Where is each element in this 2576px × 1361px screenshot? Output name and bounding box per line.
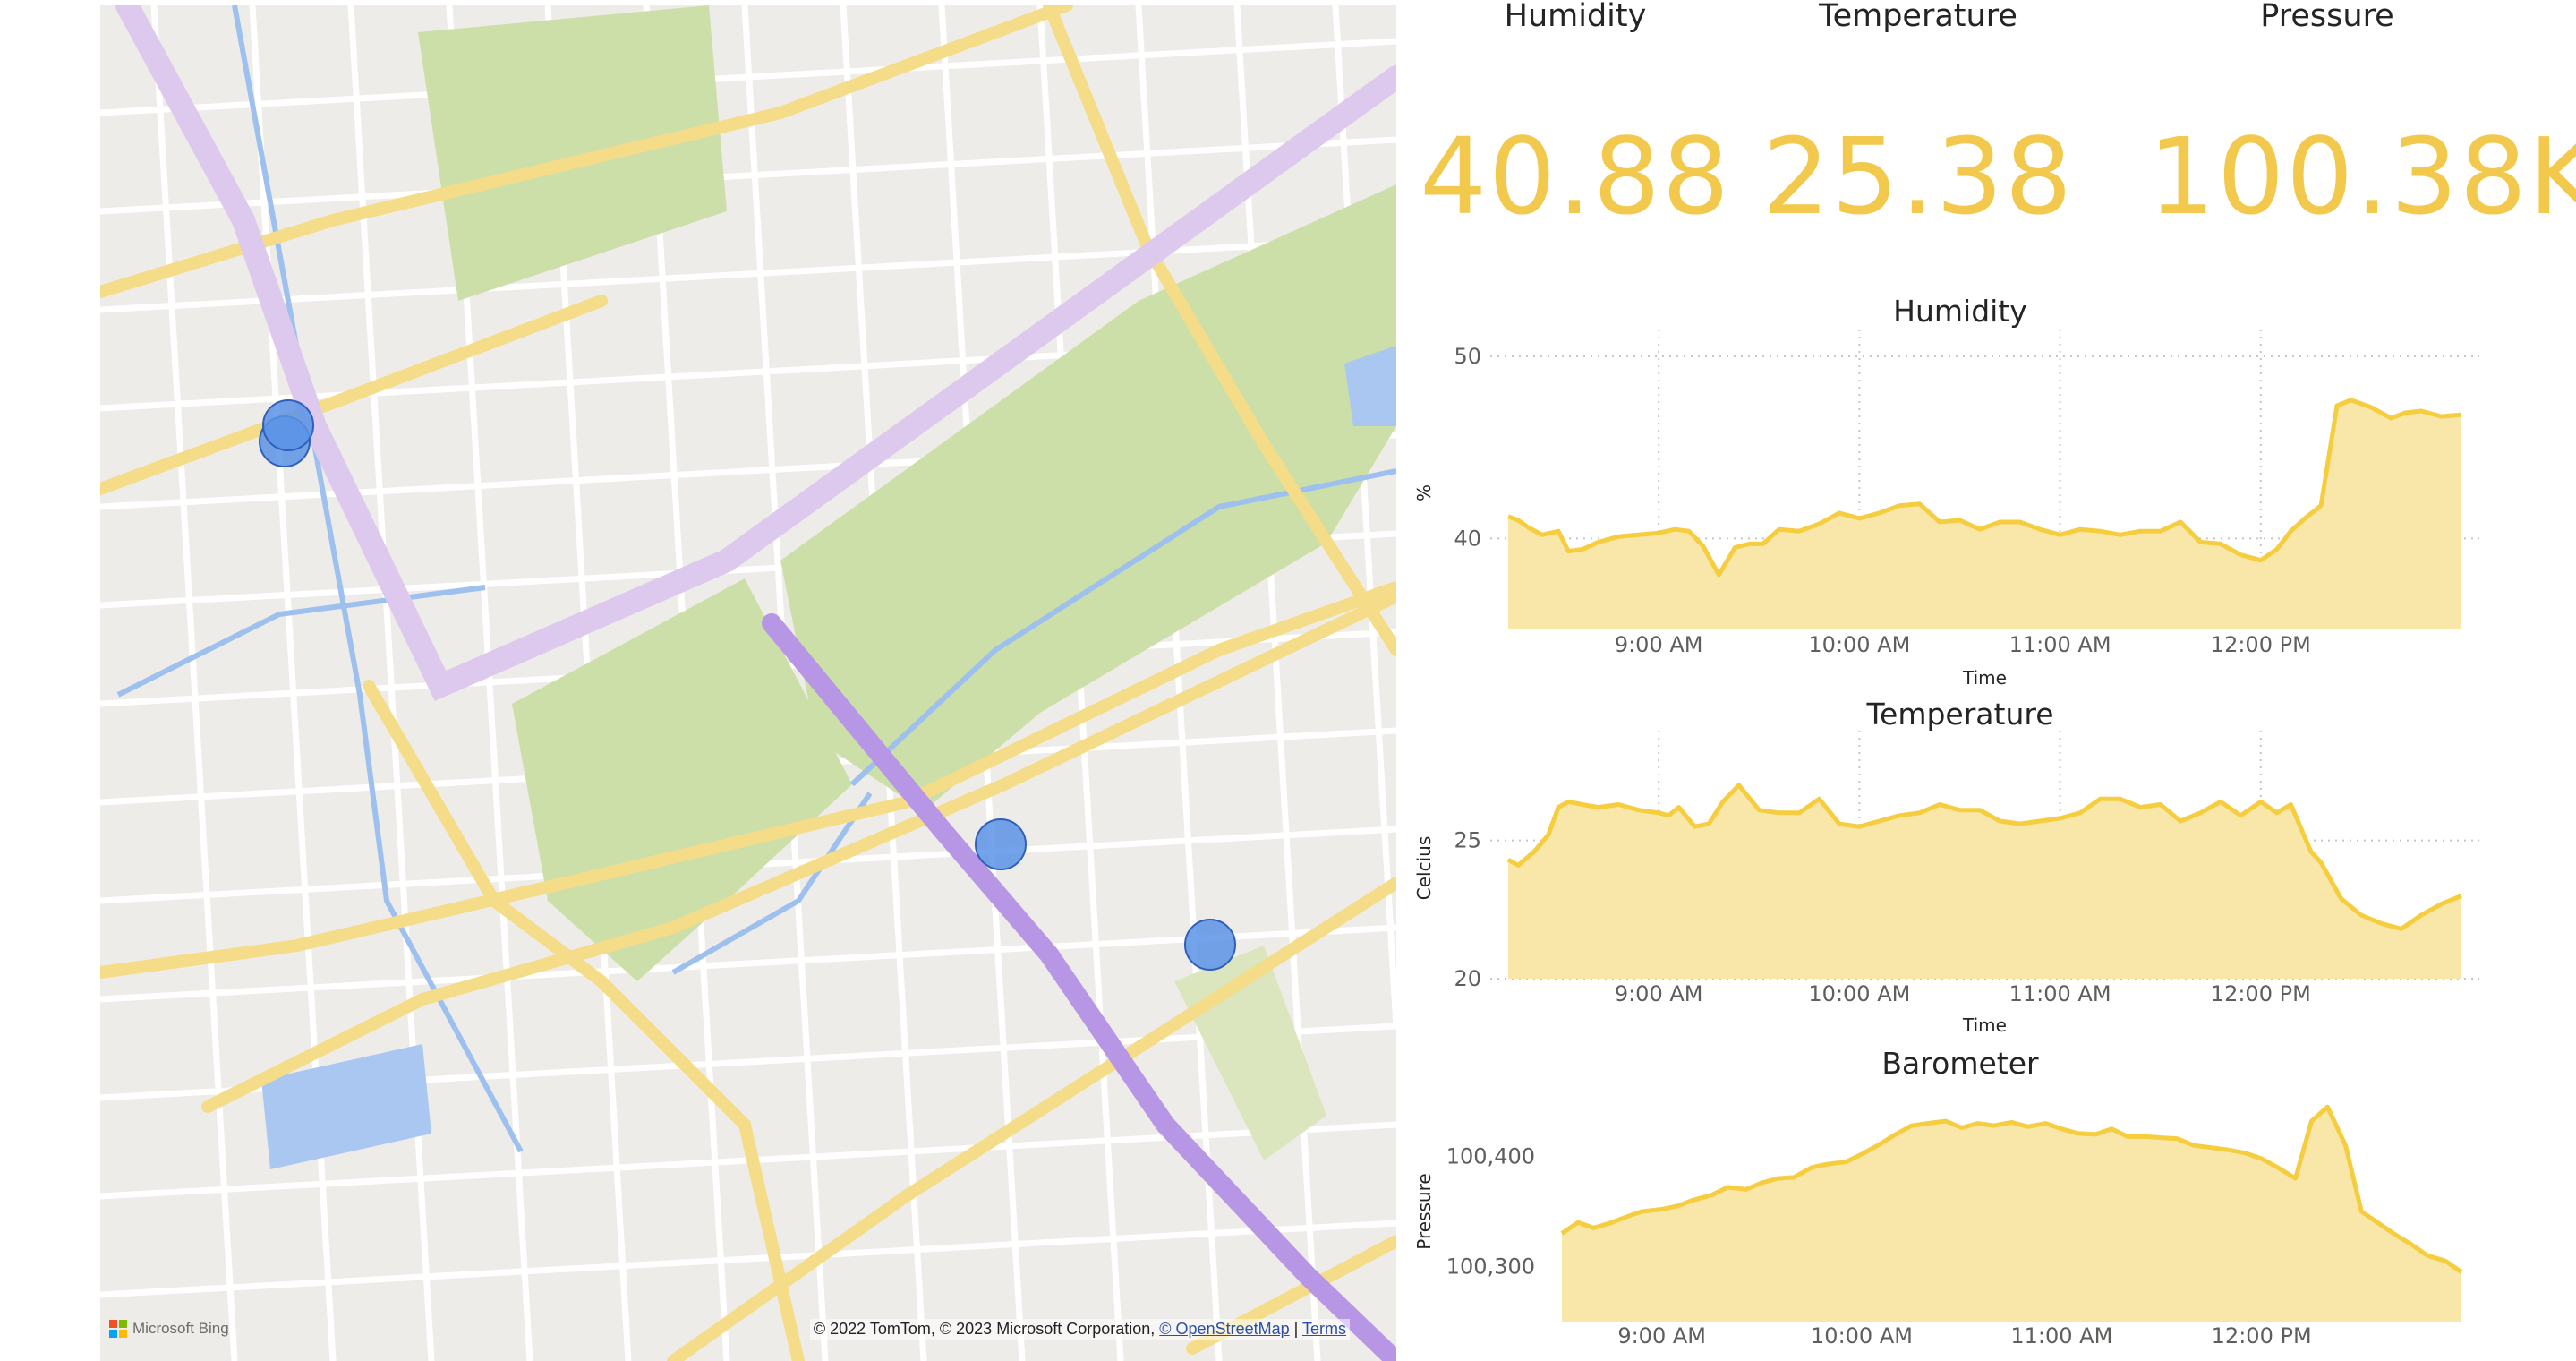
y-tick-label: 40 <box>1454 526 1481 551</box>
temperature-chart[interactable]: Temperature 20 25 9:00 AM 10:00 AM 11:00 AM 1… <box>1405 697 2576 1046</box>
kpi-card-pressure: Pressure 100.38K <box>2148 0 2576 238</box>
map-attribution: © 2022 TomTom, © 2023 Microsoft Corporat… <box>809 1319 1350 1340</box>
x-tick-label: 12:00 PM <box>2211 632 2311 657</box>
humidity-chart[interactable]: Humidity 40 50 9:00 AM 10:00 AM 11:00 AM 12:0… <box>1405 285 2576 697</box>
y-axis-title: Pressure <box>1413 1173 1435 1249</box>
series-area <box>1508 784 2461 979</box>
kpi-card-temperature: Temperature 25.38 <box>1757 0 2079 229</box>
kpi-value: 40.88 <box>1420 115 1731 238</box>
kpi-card-humidity: Humidity 40.88 <box>1414 0 1736 229</box>
x-axis-title: Time <box>1962 667 2007 689</box>
map-canvas[interactable] <box>100 5 1396 1361</box>
x-tick-label: 10:00 AM <box>1808 632 1910 657</box>
chart-title: Humidity <box>1893 294 2027 329</box>
kpi-value: 25.38 <box>1762 115 2074 238</box>
chart-title: Temperature <box>1866 697 2054 732</box>
map-branding: Microsoft Bing <box>109 1320 229 1338</box>
y-axis-title: Celcius <box>1413 836 1435 900</box>
x-tick-label: 11:00 AM <box>2009 981 2111 1006</box>
x-tick-label: 9:00 AM <box>1615 981 1703 1006</box>
series-line[interactable] <box>1560 1104 2463 1274</box>
map-marker[interactable] <box>262 399 314 451</box>
x-tick-label: 10:00 AM <box>1811 1323 1913 1348</box>
y-tick-label: 100,400 <box>1446 1144 1535 1169</box>
map-marker[interactable] <box>975 818 1027 870</box>
terms-link[interactable]: Terms <box>1302 1320 1346 1338</box>
x-tick-label: 11:00 AM <box>2009 632 2111 657</box>
x-tick-label: 10:00 AM <box>1808 981 1910 1006</box>
series-area <box>1508 399 2461 629</box>
temperature-chart-svg[interactable]: 20 25 9:00 AM 10:00 AM 11:00 AM 12:00 PM Time C… <box>1405 697 2576 1046</box>
map-marker[interactable] <box>1184 919 1236 971</box>
y-tick-label: 50 <box>1454 344 1481 369</box>
series-area <box>1562 1107 2461 1322</box>
x-axis-title: Time <box>1962 1014 2007 1036</box>
x-tick-label: 9:00 AM <box>1617 1323 1706 1348</box>
attribution-text: © 2022 TomTom, © 2023 Microsoft Corporat… <box>813 1320 1156 1338</box>
series-line[interactable] <box>1506 783 2462 931</box>
y-tick-label: 25 <box>1454 828 1481 853</box>
x-tick-label: 12:00 PM <box>2211 981 2311 1006</box>
chart-title: Barometer <box>1881 1046 2039 1081</box>
openstreetmap-link[interactable]: © OpenStreetMap <box>1159 1320 1290 1338</box>
kpi-title: Pressure <box>2260 0 2394 34</box>
x-tick-label: 12:00 PM <box>2212 1323 2312 1348</box>
map-brand-label: Microsoft Bing <box>132 1320 229 1337</box>
map-view[interactable]: Microsoft Bing © 2022 TomTom, © 2023 Mic… <box>100 5 1396 1361</box>
series-line[interactable] <box>1507 398 2462 578</box>
humidity-chart-svg[interactable]: 40 50 9:00 AM 10:00 AM 11:00 AM 12:00 PM Time% <box>1405 285 2576 697</box>
barometer-chart-svg[interactable]: 100,300 100,400 9:00 AM 10:00 AM 11:00 AM 12:… <box>1405 1046 2576 1361</box>
x-tick-label: 11:00 AM <box>2010 1323 2112 1348</box>
kpi-title: Temperature <box>1819 0 2017 34</box>
kpi-title: Humidity <box>1504 0 1647 34</box>
y-tick-label: 20 <box>1454 966 1481 991</box>
y-axis-title: % <box>1413 484 1435 501</box>
barometer-chart[interactable]: Barometer 100,300 100,400 9:00 AM 10:00 AM 1… <box>1405 1046 2576 1361</box>
x-tick-label: 9:00 AM <box>1615 632 1703 657</box>
y-tick-label: 100,300 <box>1446 1254 1535 1280</box>
kpi-value: 100.38K <box>2148 115 2576 238</box>
microsoft-logo-icon <box>109 1320 127 1338</box>
